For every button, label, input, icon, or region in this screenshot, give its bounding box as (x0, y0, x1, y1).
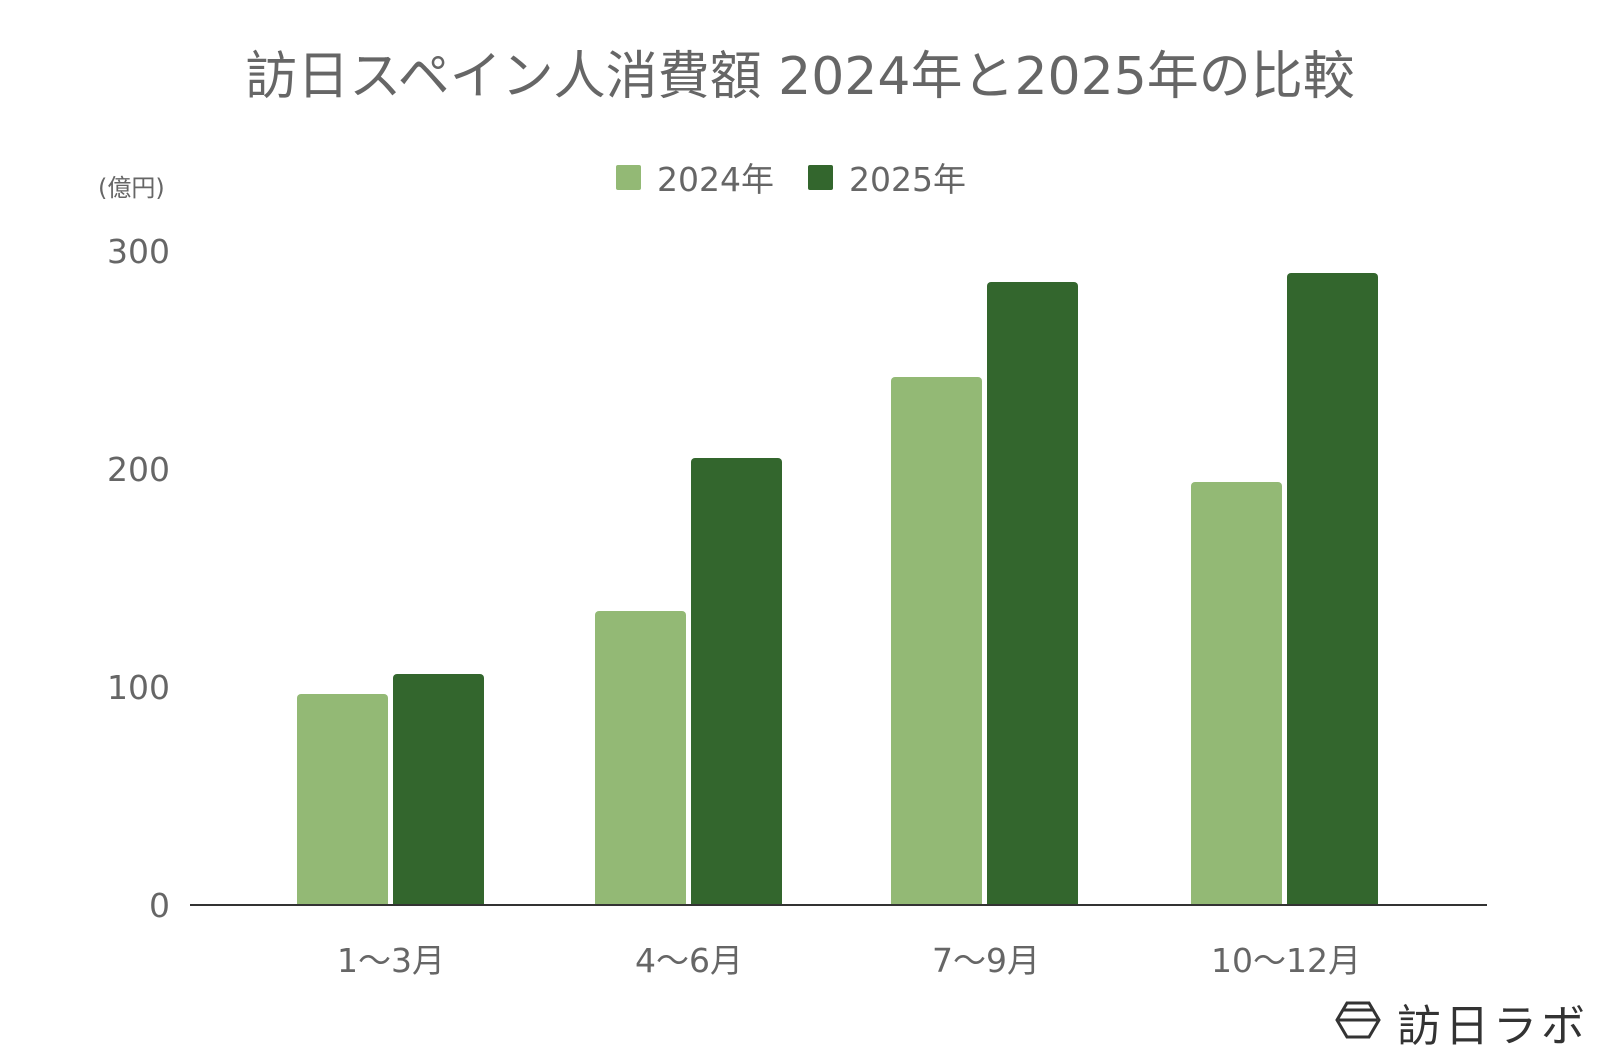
y-axis-unit-label: (億円) (98, 174, 165, 202)
bar-2025年-10〜12月[interactable] (1287, 272, 1378, 905)
legend-swatch-2024 (616, 164, 641, 190)
bar-2025年-1〜3月[interactable] (393, 673, 484, 905)
hexagon-logo-icon (1335, 1000, 1381, 1044)
brand-logo: 訪日ラボ (1335, 990, 1589, 1054)
bar-2024年-10〜12月[interactable] (1191, 482, 1282, 905)
legend-label-2025: 2025年 (848, 160, 966, 199)
x-axis-line (190, 904, 1487, 906)
legend-item-2024[interactable]: 2024年 (616, 153, 774, 201)
brand-logo-text: 訪日ラボ (1397, 1001, 1589, 1052)
y-tick-300: 300 (107, 232, 170, 271)
legend-swatch-2025 (807, 164, 833, 190)
x-label-q3: 7〜9月 (932, 941, 1040, 980)
legend-label-2024: 2024年 (657, 160, 774, 199)
chart-legend: 2024年 2025年 (616, 160, 1000, 199)
x-label-q4: 10〜12月 (1211, 941, 1361, 980)
bar-2024年-7〜9月[interactable] (891, 377, 982, 905)
bar-2025年-7〜9月[interactable] (987, 281, 1078, 905)
x-label-q2: 4〜6月 (635, 941, 743, 980)
bar-2024年-1〜3月[interactable] (297, 693, 388, 905)
chart-title: 訪日スペイン人消費額 2024年と2025年の比較 (245, 47, 1355, 107)
y-tick-200: 200 (107, 450, 170, 489)
y-tick-100: 100 (107, 668, 170, 707)
y-tick-0: 0 (149, 886, 170, 925)
bar-2024年-4〜6月[interactable] (595, 610, 686, 905)
legend-item-2025[interactable]: 2025年 (807, 153, 966, 201)
bar-2025年-4〜6月[interactable] (691, 458, 782, 905)
x-label-q1: 1〜3月 (337, 941, 445, 980)
